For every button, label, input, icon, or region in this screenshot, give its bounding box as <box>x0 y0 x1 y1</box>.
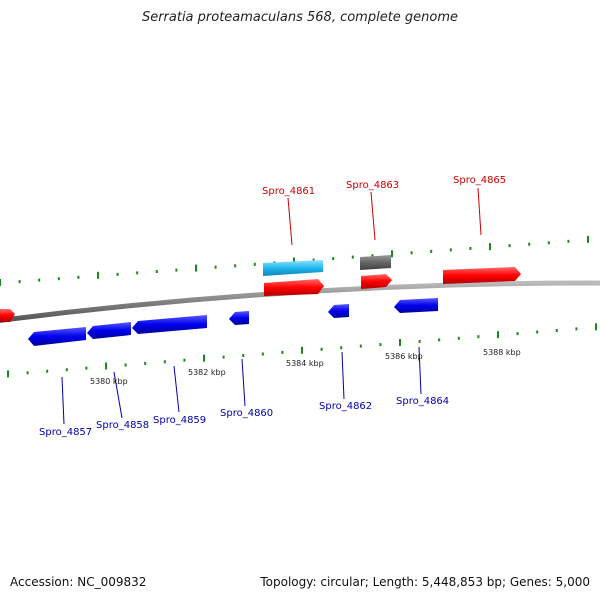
top-scale-tick <box>18 280 21 284</box>
top-scale-tick <box>528 242 531 246</box>
top-scale-tick <box>136 271 139 275</box>
bottom-scale-tick <box>438 338 441 342</box>
bottom-scale-tick <box>261 352 264 356</box>
bottom-scale-tick <box>46 369 49 373</box>
bottom-scale-tick <box>144 361 147 365</box>
leader-lines-top <box>287 187 482 246</box>
gene-label-spro-4862: Spro_4862 <box>319 401 372 412</box>
bottom-scale-tick <box>281 350 284 354</box>
scale-label-5382: 5382 kbp <box>188 368 226 377</box>
bottom-scale-tick <box>497 331 499 339</box>
top-scale-tick <box>38 278 41 282</box>
top-scale-tick <box>175 268 178 272</box>
top-scale-tick <box>547 241 550 245</box>
bottom-scale-tick <box>26 371 29 375</box>
top-scale-tick <box>430 249 433 253</box>
top-scale-tick <box>508 244 511 248</box>
bottom-scale-tick <box>595 323 597 331</box>
bottom-scale-tick <box>222 355 225 359</box>
bottom-scale-tick <box>105 362 107 370</box>
gene-spro-4860[interactable] <box>229 311 249 325</box>
bottom-scale-tick <box>242 354 245 357</box>
top-scale-tick <box>351 255 354 259</box>
scale-ticks-top <box>0 235 589 286</box>
gene-cyan[interactable] <box>263 260 323 276</box>
bottom-scale-tick <box>359 344 362 348</box>
bottom-scale-tick <box>399 339 401 346</box>
bottom-scale-tick <box>301 346 303 354</box>
top-scale-tick <box>77 275 80 279</box>
genome-summary: Topology: circular; Length: 5,448,853 bp… <box>260 575 590 589</box>
gene-label-spro-4865: Spro_4865 <box>453 175 506 186</box>
gene-label-spro-4857: Spro_4857 <box>39 427 92 438</box>
top-scale-tick <box>312 258 315 262</box>
gene-spro-4859[interactable] <box>132 315 207 334</box>
bottom-scale-tick <box>124 363 127 367</box>
top-scale-tick <box>214 265 217 269</box>
gene-label-spro-4863: Spro_4863 <box>346 180 399 191</box>
gene-label-spro-4859: Spro_4859 <box>153 415 206 426</box>
bottom-scale-tick <box>65 368 68 372</box>
top-scale-tick <box>469 247 472 250</box>
scale-label-5388: 5388 kbp <box>483 348 521 357</box>
gene-label-spro-4861: Spro_4861 <box>262 186 315 197</box>
top-scale-tick <box>97 271 99 279</box>
accession-label: Accession: NC_009832 <box>10 575 147 589</box>
scale-ticks-bottom <box>7 323 597 378</box>
bottom-scale-tick <box>7 370 9 378</box>
bottom-scale-tick <box>477 335 480 339</box>
top-scale-tick <box>0 279 1 286</box>
top-scale-tick <box>234 264 237 268</box>
bottom-scale-tick <box>85 366 88 370</box>
top-scale-tick <box>332 257 335 261</box>
scale-label-5380: 5380 kbp <box>90 377 128 386</box>
top-scale-tick <box>489 243 491 251</box>
bottom-scale-tick <box>340 346 343 350</box>
gene-label-spro-4858: Spro_4858 <box>96 420 149 431</box>
bottom-scale-tick <box>203 354 205 362</box>
top-scale-tick <box>449 248 452 252</box>
gene-spro-4858[interactable] <box>87 322 131 339</box>
gene-spro-4862[interactable] <box>328 304 349 318</box>
top-scale-tick <box>57 277 60 281</box>
top-scale-tick <box>391 250 393 258</box>
bottom-scale-tick <box>163 360 166 364</box>
gene-label-spro-4860: Spro_4860 <box>220 408 273 419</box>
bottom-scale-tick <box>320 347 323 351</box>
top-scale-tick <box>195 264 197 272</box>
gene-spro-4865[interactable] <box>443 267 521 284</box>
top-scale-tick <box>587 235 589 243</box>
bottom-scale-tick <box>379 343 382 347</box>
top-scale-tick <box>116 272 119 276</box>
gene-forward-partial[interactable] <box>0 309 15 322</box>
top-scale-tick <box>293 257 295 265</box>
gene-spro-4857[interactable] <box>28 327 86 346</box>
gene-spro-4864[interactable] <box>394 298 438 313</box>
top-scale-tick <box>567 239 570 243</box>
bottom-scale-tick <box>575 327 578 331</box>
top-scale-tick <box>371 254 374 258</box>
map-title: Serratia proteamaculans 568, complete ge… <box>141 10 459 25</box>
gene-spro-4861[interactable] <box>264 279 324 296</box>
bottom-scale-tick <box>536 330 539 334</box>
gene-label-spro-4864: Spro_4864 <box>396 396 449 407</box>
gene-gray[interactable] <box>360 255 391 270</box>
bottom-scale-tick <box>457 336 460 340</box>
bottom-scale-tick <box>516 332 519 336</box>
top-scale-tick <box>155 270 158 273</box>
bottom-scale-tick <box>418 339 421 343</box>
scale-label-5386: 5386 kbp <box>385 352 423 361</box>
gene-spro-4863[interactable] <box>361 274 392 289</box>
leader-lines-bottom <box>61 346 422 425</box>
bottom-scale-tick <box>183 358 186 362</box>
top-scale-tick <box>253 262 256 266</box>
top-scale-tick <box>410 251 413 255</box>
scale-label-5384: 5384 kbp <box>286 359 324 368</box>
bottom-scale-tick <box>555 329 558 332</box>
